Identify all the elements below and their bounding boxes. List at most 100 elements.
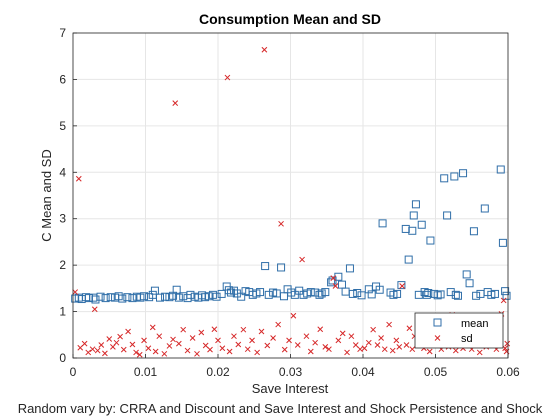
sd-point [136,351,143,358]
sd-point [399,283,406,289]
sd-point [370,326,377,333]
y-tick-label: 3 [59,212,66,226]
sd-point [348,333,355,340]
sd-point [161,350,168,357]
sd-point [386,321,392,328]
mean-point [393,289,402,298]
sd-point [207,346,213,353]
sd-point [215,337,221,344]
mean-point [128,294,137,303]
mean-point [502,291,511,300]
sd-point [180,326,187,333]
legend-mean-label: mean [461,318,489,330]
y-tick-label: 6 [59,72,66,86]
sd-point [235,341,242,348]
sd-point [275,321,282,328]
x-tick-label: 0.01 [134,365,158,379]
sd-point [125,328,131,335]
mean-point [496,165,505,174]
mean-point [498,238,507,247]
sd-point [270,335,276,341]
mean-point [172,285,181,294]
mean-point [397,281,406,290]
sd-point [409,346,416,353]
mean-point [101,294,110,303]
sd-point [129,341,136,348]
sd-point [312,339,319,346]
mean-point [436,290,445,299]
mean-point [290,290,299,299]
sd-point [117,333,123,340]
sd-point [286,337,292,344]
y-axis-label: C Mean and SD [39,149,54,242]
mean-point [264,290,273,299]
mean-point [348,289,357,298]
sd-point [254,349,261,356]
mean-point [295,286,304,295]
sd-point [198,329,205,336]
mean-point [450,172,459,181]
sd-point [184,347,191,354]
sd-point [294,342,301,348]
mean-point [404,255,413,264]
sd-point [381,346,388,353]
figure-caption: Random vary by: CRRA and Discount and Sa… [18,401,543,416]
sd-point [106,336,113,342]
mean-point [414,290,423,299]
sd-point [133,349,139,356]
sd-point [303,333,310,340]
mean-point [186,290,195,299]
mean-point [91,295,100,304]
sd-point [249,337,255,344]
mean-point [353,289,362,297]
mean-point [357,291,366,300]
y-tick-label: 4 [59,165,66,179]
mean-point [433,291,442,300]
mean-point [417,220,426,229]
sd-point [85,349,92,356]
sd-point [396,344,403,350]
y-tick-label: 5 [59,119,66,133]
sd-point [170,336,176,343]
mean-point [411,200,420,209]
sd-point [189,335,196,341]
mean-point [490,289,499,298]
sd-point [406,325,413,332]
mean-point [315,290,324,299]
mean-point [443,211,452,220]
sd-point [224,74,231,81]
data-points [71,46,511,358]
sd-point [278,220,284,227]
y-tick-label: 2 [59,258,66,272]
sd-point [226,348,233,355]
mean-point [375,285,384,294]
mean-point [118,294,127,303]
mean-point [480,204,489,213]
x-axis-label: Save Interest [252,381,329,396]
sd-point [352,342,359,348]
sd-point [120,346,127,353]
sd-point [81,340,88,347]
sd-point [393,337,400,344]
sd-point [357,346,363,353]
sd-point [77,344,84,351]
sd-point [307,348,314,355]
mean-point [174,293,183,302]
sd-point [149,324,156,331]
sd-point [75,175,82,182]
sd-point [332,283,339,289]
sd-point [426,348,433,355]
mean-point [156,293,164,302]
sd-point [374,342,381,348]
sd-point [202,342,209,349]
sd-point [261,46,268,53]
mean-point [306,288,315,297]
sd-point [172,100,179,106]
mean-point [408,226,417,235]
x-tick-label: 0.04 [351,365,375,379]
mean-point [212,292,221,301]
sd-point [240,326,247,333]
mean-point [440,174,449,183]
mean-point [451,290,460,299]
sd-point [113,339,120,346]
